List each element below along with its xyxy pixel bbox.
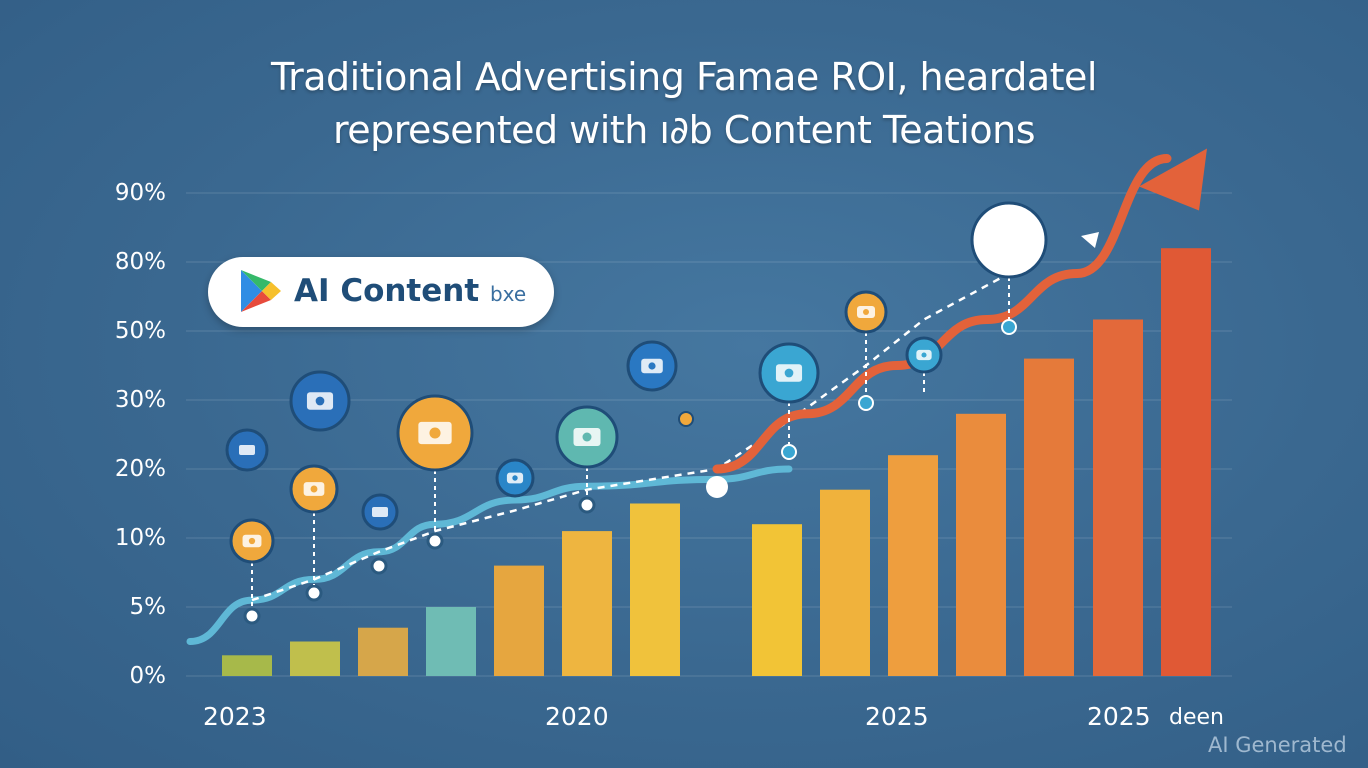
- bar: [1161, 248, 1211, 676]
- growth-arrow: [712, 154, 1172, 474]
- shield-icon: [844, 290, 888, 334]
- data-point: [781, 444, 797, 460]
- y-tick-label: 0%: [129, 663, 167, 689]
- small-icon: [361, 493, 399, 531]
- small-icon: [225, 428, 269, 472]
- data-point: [370, 557, 388, 575]
- browser-icon: [289, 370, 351, 432]
- badge-label: AI Content bxe: [294, 273, 526, 309]
- dashboard-icon: [555, 405, 619, 469]
- growth-arrowhead: [1139, 148, 1207, 211]
- bar: [1024, 358, 1074, 676]
- y-tick-label: 20%: [114, 456, 166, 482]
- data-point: [243, 607, 261, 625]
- user-badge-icon: [905, 336, 943, 374]
- y-tick-label: 90%: [114, 180, 166, 206]
- x-tick-label: deen: [1169, 705, 1224, 730]
- bar: [222, 655, 272, 676]
- x-tick-label: 2025: [1087, 702, 1151, 731]
- bar: [494, 565, 544, 676]
- data-point: [578, 496, 596, 514]
- y-tick-label: 10%: [114, 525, 166, 551]
- data-point: [426, 532, 444, 550]
- bar: [426, 607, 476, 676]
- data-point: [305, 584, 323, 602]
- play-store-icon: [241, 270, 281, 312]
- x-tick-label: 2020: [545, 702, 609, 731]
- bar: [358, 627, 408, 676]
- bar: [956, 413, 1006, 676]
- badge-suffix: bxe: [489, 282, 527, 306]
- x-tick-label: 2025: [865, 702, 929, 731]
- people-icon: [758, 342, 820, 404]
- analytics-icon: [626, 340, 678, 392]
- chart-title-line-2: represented with ı∂b Content Teations: [332, 108, 1036, 152]
- bar: [752, 524, 802, 676]
- x-tick-label: 2023: [203, 702, 267, 731]
- data-point: [1001, 319, 1017, 335]
- growth-chart-icon: [970, 201, 1048, 279]
- ai-content-badge: AI Content bxe: [208, 257, 554, 327]
- chart-title-line-1: Traditional Advertising Famae ROI, heard…: [270, 55, 1098, 99]
- bar: [888, 455, 938, 676]
- y-tick-label: 80%: [114, 249, 166, 275]
- app-window-icon: [289, 464, 339, 514]
- photo-gallery-icon: [396, 394, 474, 472]
- badge-text: AI Content: [294, 273, 480, 309]
- ai-generated-watermark: AI Generated: [1208, 733, 1347, 757]
- y-tick-label: 50%: [114, 318, 166, 344]
- data-point: [678, 411, 694, 427]
- bar: [820, 489, 870, 676]
- y-tick-label: 30%: [114, 387, 166, 413]
- dashed-trend-line: [251, 272, 1010, 602]
- bar: [630, 503, 680, 676]
- bar: [562, 531, 612, 676]
- data-point: [858, 395, 874, 411]
- bar: [290, 641, 340, 676]
- rocket-icon: [495, 458, 535, 498]
- y-tick-label: 5%: [129, 594, 167, 620]
- email-icon: [229, 518, 275, 564]
- junction-point: [706, 476, 728, 498]
- bar: [1093, 319, 1143, 676]
- dashed-arrowhead: [1081, 232, 1099, 248]
- roi-line: [186, 465, 793, 645]
